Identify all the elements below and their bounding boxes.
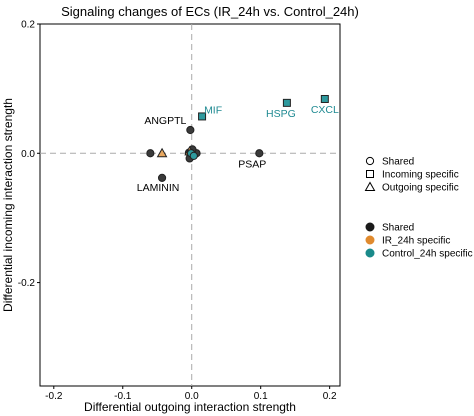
legend-color-key	[365, 248, 375, 258]
data-point	[189, 151, 198, 160]
legend-color-key	[365, 222, 375, 232]
legend-color-label: IR_24h specific	[382, 236, 450, 247]
point-label: HSPG	[266, 108, 296, 120]
legend-color-key	[365, 235, 375, 245]
chart-title: Signaling changes of ECs (IR_24h vs. Con…	[61, 4, 359, 19]
plot-panel	[39, 23, 341, 387]
data-point	[198, 112, 207, 121]
data-point	[157, 173, 167, 182]
y-axis: -0.2 0.0 0.2	[18, 20, 40, 289]
x-tick-label: -0.1	[114, 391, 132, 402]
x-tick-label: 0.1	[254, 391, 268, 402]
data-point	[156, 147, 168, 158]
legend-shape-label: Outgoing specific	[382, 183, 459, 194]
color-legend: Shared IR_24h specific Control_24h specifi…	[365, 222, 473, 260]
legend-color-label: Control_24h specific	[382, 249, 473, 260]
x-axis-label: Differential outgoing interaction streng…	[84, 400, 296, 414]
reference-lines	[40, 24, 340, 386]
x-tick-label: -0.2	[45, 391, 63, 402]
y-tick-label: 0.0	[21, 149, 35, 160]
point-label: PSAP	[238, 158, 266, 170]
point-label: ANGPTL	[144, 115, 186, 127]
y-tick-label: 0.2	[21, 20, 35, 31]
data-point	[282, 98, 291, 107]
point-label: CXCL	[311, 104, 339, 116]
legend-shape-label: Incoming specific	[382, 170, 459, 181]
legend-shape-key	[366, 170, 374, 178]
data-points: MIF HSPG CXCL ANGPTL PSAP LAMININ	[137, 94, 339, 194]
legend-shape-label: Shared	[382, 157, 414, 168]
x-tick-label: 0.2	[323, 391, 337, 402]
legend-color-label: Shared	[382, 223, 414, 234]
legend-shape-key	[364, 181, 376, 191]
point-label: LAMININ	[137, 182, 180, 194]
data-point	[186, 125, 195, 135]
y-tick-label: -0.2	[18, 278, 36, 289]
x-axis: -0.2 -0.1 0.0 0.1 0.2	[45, 386, 337, 402]
shape-legend: Shared Incoming specific Outgoing specific	[364, 156, 459, 194]
data-point	[146, 149, 155, 158]
data-point	[320, 94, 329, 103]
data-point	[255, 149, 264, 158]
point-label: MIF	[204, 104, 222, 116]
x-tick-label: 0.0	[185, 391, 199, 402]
y-axis-label: Differential incoming interaction streng…	[1, 98, 15, 312]
legend-shape-key	[365, 156, 375, 166]
